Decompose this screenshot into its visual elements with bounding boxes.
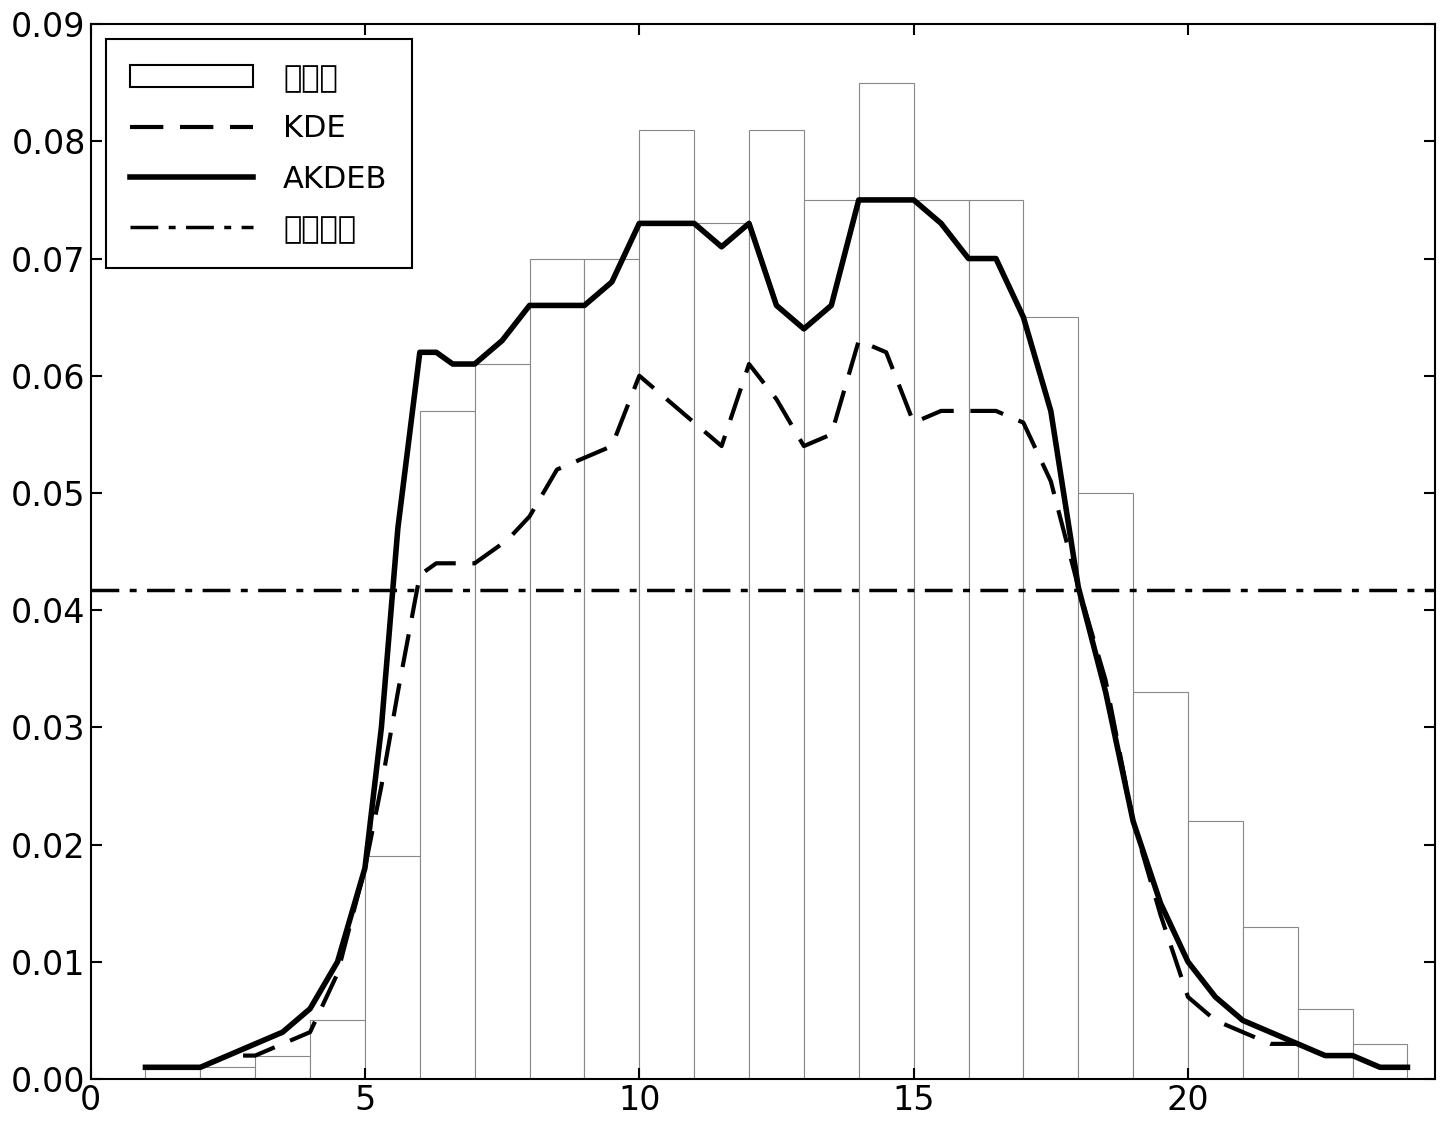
Legend: 直方图, KDE, AKDEB, 均匀分布: 直方图, KDE, AKDEB, 均匀分布 [106, 39, 412, 268]
Bar [309, 1021, 364, 1079]
Bar [254, 1056, 309, 1079]
Bar [749, 130, 804, 1079]
Bar [694, 223, 749, 1079]
Bar [419, 411, 474, 1079]
Bar [1244, 926, 1297, 1079]
Bar [474, 364, 529, 1079]
Bar [1024, 317, 1079, 1079]
Bar [1079, 493, 1134, 1079]
Bar [1352, 1043, 1407, 1079]
Bar [804, 200, 859, 1079]
Bar [364, 856, 419, 1079]
Bar [859, 82, 914, 1079]
Bar [584, 258, 639, 1079]
Bar [146, 1067, 201, 1079]
Bar [201, 1067, 254, 1079]
Bar [969, 200, 1024, 1079]
Bar [639, 130, 694, 1079]
Bar [1134, 693, 1189, 1079]
Bar [529, 258, 584, 1079]
Bar [1189, 821, 1244, 1079]
Bar [914, 200, 969, 1079]
Bar [1297, 1008, 1352, 1079]
